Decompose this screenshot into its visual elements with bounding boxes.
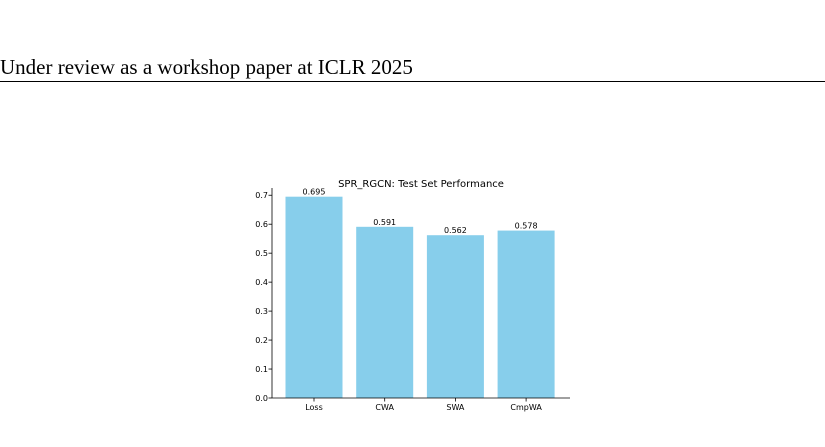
x-tick-label: SWA [446, 403, 465, 412]
data-label-cmpwa: 0.578 [515, 222, 538, 231]
data-label-cwa: 0.591 [373, 218, 396, 227]
y-axis: 0.0 0.1 0.2 0.3 0.4 0.5 0.6 0.7 [255, 188, 273, 403]
y-tick-label: 0.2 [255, 336, 268, 345]
x-tick-label: CmpWA [510, 403, 542, 412]
chart-title: SPR_RGCN: Test Set Performance [338, 179, 504, 190]
y-tick-label: 0.3 [255, 307, 268, 316]
data-label-loss: 0.695 [303, 188, 326, 197]
y-tick-label: 0.0 [255, 394, 268, 403]
running-header: Under review as a workshop paper at ICLR… [0, 55, 413, 79]
value-labels-group: 0.695 0.591 0.562 0.578 [303, 188, 538, 236]
x-axis: Loss CWA SWA CmpWA [272, 397, 570, 412]
y-tick-label: 0.6 [255, 220, 268, 229]
bars-group [285, 196, 555, 398]
y-tick-label: 0.1 [255, 365, 268, 374]
x-tick-label: CWA [375, 403, 394, 412]
y-tick-label: 0.5 [255, 249, 268, 258]
header-rule [0, 81, 825, 82]
bar-cwa [356, 226, 414, 398]
y-tick-label: 0.7 [255, 191, 268, 200]
bar-cmpwa [497, 230, 555, 398]
y-tick-label: 0.4 [255, 278, 268, 287]
x-tick-label: Loss [305, 403, 323, 412]
data-label-swa: 0.562 [444, 226, 467, 235]
bar-loss [285, 196, 343, 398]
bar-swa [426, 235, 484, 398]
